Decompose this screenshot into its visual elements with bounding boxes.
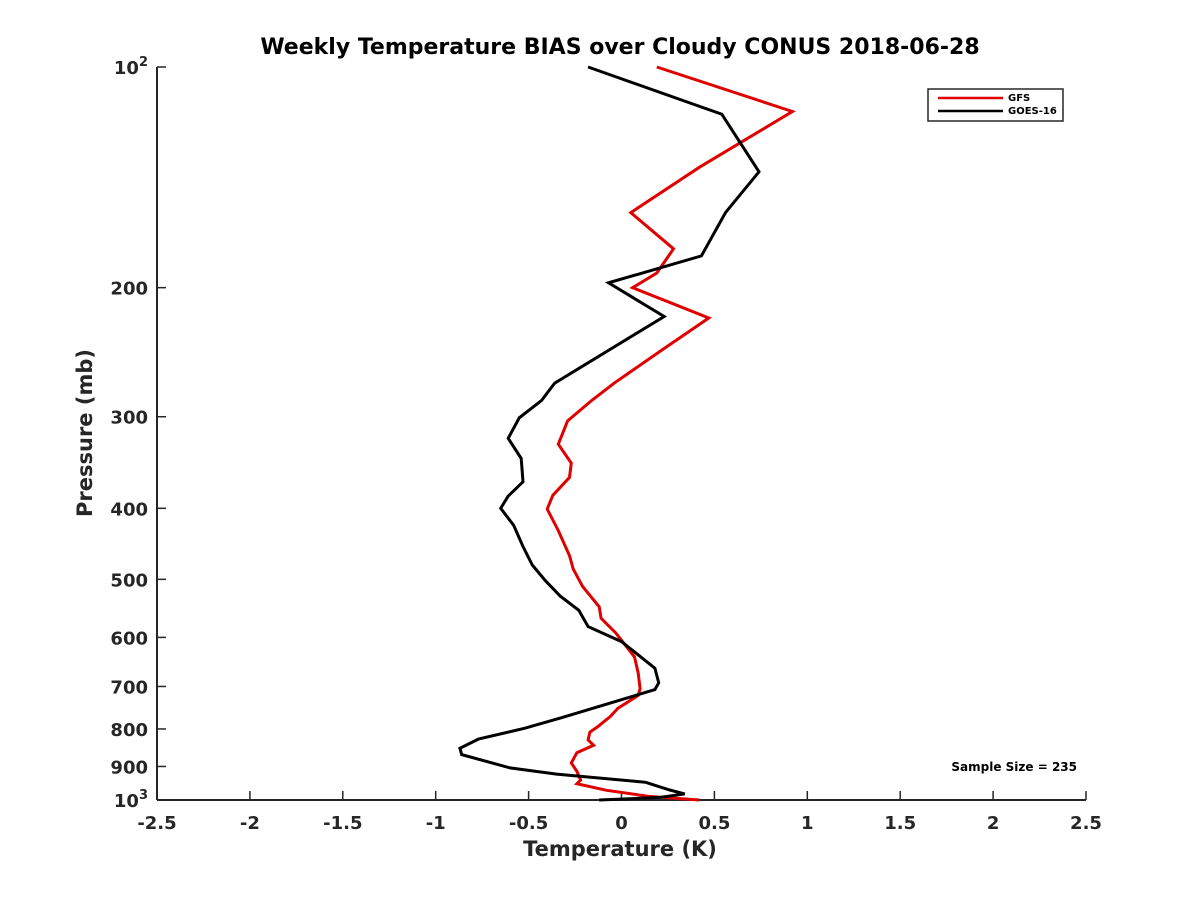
legend-entry-goes16: GOES-16 — [1008, 106, 1057, 117]
x-tick-label: -2.5 — [137, 813, 176, 834]
legend: GFS GOES-16 — [927, 88, 1064, 122]
y-tick-label: 200 — [110, 279, 148, 300]
series-layer — [458, 65, 796, 802]
y-tick-label: 400 — [110, 499, 148, 520]
x-tick-label: 2.5 — [1070, 813, 1102, 834]
x-tick-label: 1.5 — [884, 813, 916, 834]
y-tick-label: 900 — [110, 757, 148, 778]
x-tick-label: 0 — [615, 813, 628, 834]
y-tick-base: 10 — [114, 791, 139, 812]
legend-box — [927, 88, 1064, 122]
y-tick-base: 10 — [114, 58, 139, 79]
y-tick-exponent: 3 — [139, 788, 148, 803]
y-tick-label: 103 — [114, 788, 148, 812]
series-line-gfs — [545, 65, 796, 802]
sample-size-annotation: Sample Size = 235 — [951, 760, 1077, 774]
x-tick-label: 0.5 — [698, 813, 730, 834]
x-axis-label: Temperature (K) — [523, 837, 717, 861]
y-tick-label: 500 — [110, 570, 148, 591]
x-tick-label: 1 — [801, 813, 814, 834]
x-tick-label: 2 — [987, 813, 1000, 834]
series-line-goes16 — [458, 65, 761, 802]
x-ticks: -2.5 -2 -1.5 -1 -0.5 0 0.5 1 1.5 2 2.5 — [137, 791, 1102, 834]
y-tick-exponent: 2 — [139, 55, 148, 70]
y-tick-label: 700 — [110, 677, 148, 698]
x-tick-label: -2 — [240, 813, 260, 834]
chart-title: Weekly Temperature BIAS over Cloudy CONU… — [260, 35, 979, 60]
x-tick-label: -0.5 — [509, 813, 548, 834]
y-tick-label: 300 — [110, 408, 148, 429]
legend-entry-gfs: GFS — [1008, 93, 1030, 104]
x-tick-label: -1 — [426, 813, 446, 834]
y-tick-label: 800 — [110, 720, 148, 741]
y-tick-label: 102 — [114, 55, 148, 79]
y-axis-label: Pressure (mb) — [73, 349, 97, 517]
plot-frame — [157, 67, 1086, 800]
x-tick-label: -1.5 — [323, 813, 362, 834]
y-tick-label: 600 — [110, 628, 148, 649]
